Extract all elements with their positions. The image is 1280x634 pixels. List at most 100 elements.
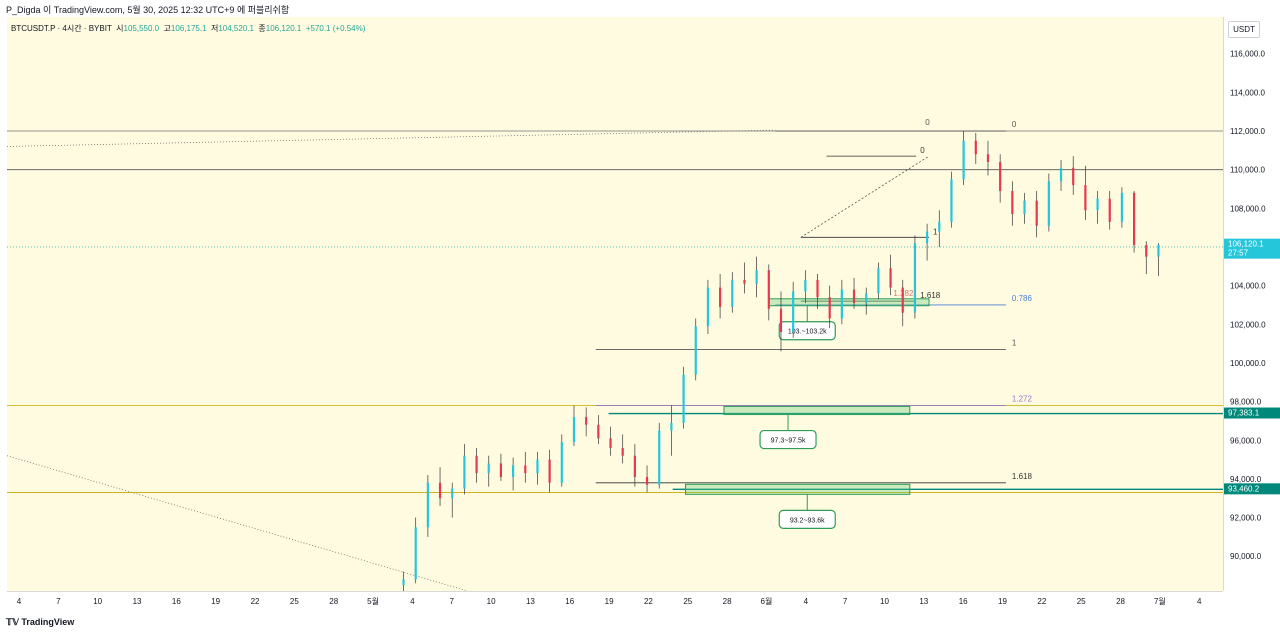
candle-body-36: [840, 289, 843, 319]
x-tick-label-13: 13: [526, 597, 535, 606]
candle-body-13: [560, 442, 563, 483]
candle-body-10: [524, 465, 527, 474]
x-tick-label-1: 7: [56, 597, 61, 606]
x-tick-label-3: 13: [133, 597, 142, 606]
symbol-name[interactable]: BTCUSDT.P · 4시간 · BYBIT: [11, 24, 112, 33]
x-tick-label-6: 22: [251, 597, 260, 606]
candle-body-17: [609, 438, 612, 448]
x-tick-label-28: 28: [1116, 597, 1125, 606]
y-tick-label-4: 108,000.0: [1230, 204, 1266, 213]
candle-body-6: [475, 455, 478, 474]
y-tick-label-2: 112,000.0: [1230, 127, 1266, 136]
currency-button[interactable]: USDT: [1228, 21, 1260, 38]
y-tick-label-10: 96,000.0: [1230, 436, 1262, 445]
candle-body-4: [451, 488, 454, 499]
candle-body-5: [463, 455, 466, 489]
tradingview-logo[interactable]: 𝕋𝕍 TradingView: [6, 617, 74, 628]
x-tick-label-29: 7월: [1154, 596, 1166, 606]
candle-body-11: [536, 459, 539, 474]
candle-body-57: [1096, 198, 1099, 211]
fib-label-3: 1.272: [1012, 394, 1033, 403]
x-tick-label-23: 13: [919, 597, 928, 606]
close-label: 종: [258, 24, 266, 33]
candle-body-55: [1072, 167, 1075, 186]
open-label: 시: [116, 24, 124, 33]
candle-body-52: [1035, 200, 1038, 226]
fib-label-2: 1: [1012, 338, 1017, 347]
time-axis[interactable]: 4 7 10 13 16 19 22 25 28 5월 4 7 10 13 16 19 22 25 28 6월 4 7 10…: [7, 591, 1223, 610]
x-tick-label-8: 28: [329, 597, 338, 606]
y-tick-label-12: 92,000.0: [1230, 514, 1262, 523]
candle-body-3: [438, 482, 442, 499]
symbol-legend[interactable]: BTCUSDT.P · 4시간 · BYBIT 시105,550.0 고106,…: [11, 23, 365, 34]
candle-body-15: [585, 417, 588, 425]
y-tick-label-13: 90,000.0: [1230, 552, 1262, 561]
candle-body-25: [706, 287, 710, 327]
zone-callout-text-1: 97.3~97.5k: [771, 438, 806, 445]
fib-label-zero-mid: 0: [925, 118, 930, 127]
candle-body-35: [828, 297, 831, 319]
zone-callout-text-2: 93.2~93.6k: [790, 517, 825, 524]
price-label-bg-0: [1224, 238, 1280, 259]
candle-body-22: [670, 422, 673, 431]
candle-body-49: [999, 161, 1002, 191]
x-tick-label-14: 16: [565, 597, 574, 606]
change-value: +570.1 (+0.54%): [305, 24, 366, 33]
zone-callout-box-2: [778, 509, 836, 529]
candle-body-8: [499, 463, 503, 477]
candle-body-51: [1023, 200, 1026, 215]
x-tick-label-17: 25: [683, 597, 692, 606]
candle-body-28: [743, 279, 746, 284]
y-tick-label-9: 98,000.0: [1230, 398, 1262, 407]
candle-body-16: [597, 424, 600, 439]
chart-plot-area[interactable]: 00.78611.2721.6180011.6181.382103.~103.2…: [7, 17, 1223, 591]
candle-body-29: [755, 270, 758, 284]
zone-callout-box-1: [759, 429, 817, 450]
publish-header: P_Digda 이 TradingView.com, 5월 30, 2025 1…: [0, 0, 1280, 17]
candle-body-53: [1047, 181, 1050, 226]
x-tick-label-4: 16: [172, 597, 181, 606]
fib-label-1: 0.786: [1012, 294, 1033, 303]
candle-body-33: [804, 279, 807, 292]
candle-body-54: [1059, 167, 1063, 182]
price-label-0: 106,120.1: [1228, 240, 1264, 249]
candle-body-2: [426, 482, 429, 528]
candle-body-20: [645, 476, 649, 485]
close-value: 106,120.1: [265, 24, 302, 33]
price-label-2: 93,460.2: [1228, 484, 1260, 493]
x-tick-label-12: 10: [487, 597, 496, 606]
candle-body-43: [925, 231, 929, 244]
tv-logo-icon: 𝕋𝕍: [6, 617, 19, 627]
brand-name: TradingView: [21, 617, 75, 627]
fib-label-4: 1.618: [1012, 472, 1033, 481]
small-fib-label-1: 1: [933, 227, 938, 236]
candle-body-56: [1084, 185, 1087, 211]
price-axis[interactable]: 116,000.0 114,000.0 112,000.0 110,000.0 108,…: [1223, 17, 1280, 591]
candle-body-44: [938, 221, 941, 232]
x-tick-label-26: 22: [1037, 597, 1046, 606]
y-tick-label-6: 104,000.0: [1230, 282, 1266, 291]
x-tick-label-27: 25: [1077, 597, 1086, 606]
fib-label-0: 0: [1012, 120, 1017, 129]
candle-body-34: [816, 279, 819, 298]
open-value: 105,550.0: [123, 24, 160, 33]
candle-body-61: [1145, 245, 1148, 257]
candle-body-62: [1157, 244, 1160, 257]
candle-body-39: [877, 268, 880, 294]
candle-body-60: [1132, 192, 1136, 246]
candle-body-7: [487, 463, 490, 474]
candle-body-1: [414, 527, 417, 580]
candle-body-42: [913, 243, 917, 313]
x-tick-label-15: 19: [605, 597, 614, 606]
candle-body-27: [731, 279, 734, 307]
y-tick-label-11: 94,000.0: [1230, 475, 1262, 484]
candle-body-48: [986, 154, 990, 162]
x-tick-label-21: 7: [843, 597, 848, 606]
price-label-sub-0: 27:57: [1228, 249, 1249, 258]
x-tick-label-30: 4: [1197, 597, 1202, 606]
trendline-bottom: [7, 455, 468, 591]
y-tick-label-7: 102,000.0: [1230, 320, 1266, 329]
candle-body-19: [633, 455, 636, 477]
price-chart[interactable]: 00.78611.2721.6180011.6181.382103.~103.2…: [7, 17, 1223, 591]
x-tick-label-9: 5월: [367, 596, 379, 606]
